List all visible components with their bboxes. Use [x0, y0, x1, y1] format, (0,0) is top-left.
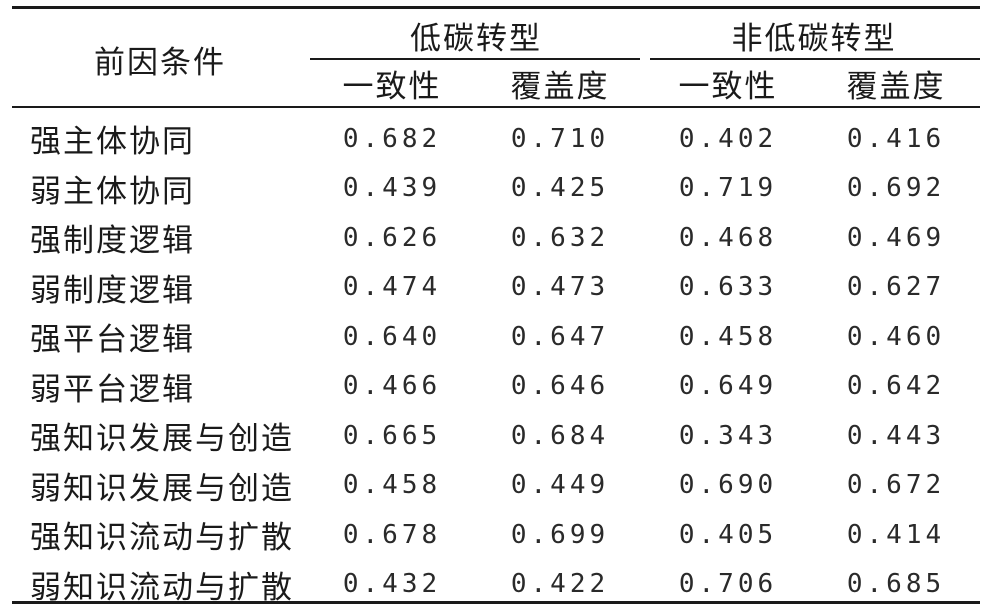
row-value: 0.466 [308, 362, 476, 412]
row-value: 0.665 [308, 411, 476, 461]
header-bottom-rule [12, 106, 980, 108]
row-value: 0.627 [812, 263, 980, 313]
table-bottom-rule [12, 601, 980, 604]
row-value: 0.458 [644, 312, 812, 362]
row-factor: 强平台逻辑 [30, 312, 308, 362]
header-factor: 前因条件 [12, 12, 308, 106]
row-value: 0.626 [308, 213, 476, 263]
row-value: 0.699 [476, 510, 644, 560]
row-value: 0.632 [476, 213, 644, 263]
row-factor: 强制度逻辑 [30, 213, 308, 263]
row-value: 0.402 [644, 114, 812, 164]
row-factor: 弱平台逻辑 [30, 362, 308, 412]
header-low-carbon: 低碳转型 [308, 12, 644, 58]
row-value: 0.405 [644, 510, 812, 560]
row-value: 0.458 [308, 461, 476, 511]
row-factor: 弱制度逻辑 [30, 263, 308, 313]
row-value: 0.646 [476, 362, 644, 412]
header-low-carbon-consistency: 一致性 [308, 60, 476, 106]
row-value: 0.473 [476, 263, 644, 313]
row-value: 0.343 [644, 411, 812, 461]
row-value: 0.642 [812, 362, 980, 412]
row-value: 0.414 [812, 510, 980, 560]
row-value: 0.710 [476, 114, 644, 164]
row-value: 0.460 [812, 312, 980, 362]
header-non-low-carbon: 非低碳转型 [648, 12, 980, 58]
row-value: 0.474 [308, 263, 476, 313]
row-value: 0.649 [644, 362, 812, 412]
header-non-low-carbon-coverage: 覆盖度 [812, 60, 980, 106]
row-value: 0.647 [476, 312, 644, 362]
row-factor: 强知识流动与扩散 [30, 510, 308, 560]
row-value: 0.719 [644, 164, 812, 214]
row-value: 0.439 [308, 164, 476, 214]
row-value: 0.416 [812, 114, 980, 164]
row-value: 0.633 [644, 263, 812, 313]
header-non-low-carbon-consistency: 一致性 [644, 60, 812, 106]
table-top-rule [12, 6, 980, 9]
row-factor: 强主体协同 [30, 114, 308, 164]
row-value: 0.449 [476, 461, 644, 511]
row-value: 0.443 [812, 411, 980, 461]
row-value: 0.690 [644, 461, 812, 511]
row-value: 0.469 [812, 213, 980, 263]
row-value: 0.684 [476, 411, 644, 461]
header-low-carbon-coverage: 覆盖度 [476, 60, 644, 106]
row-value: 0.425 [476, 164, 644, 214]
row-value: 0.468 [644, 213, 812, 263]
row-factor: 弱知识发展与创造 [30, 461, 308, 511]
row-factor: 强知识发展与创造 [30, 411, 308, 461]
row-value: 0.678 [308, 510, 476, 560]
row-value: 0.682 [308, 114, 476, 164]
row-value: 0.640 [308, 312, 476, 362]
row-value: 0.692 [812, 164, 980, 214]
row-factor: 弱主体协同 [30, 164, 308, 214]
row-value: 0.672 [812, 461, 980, 511]
